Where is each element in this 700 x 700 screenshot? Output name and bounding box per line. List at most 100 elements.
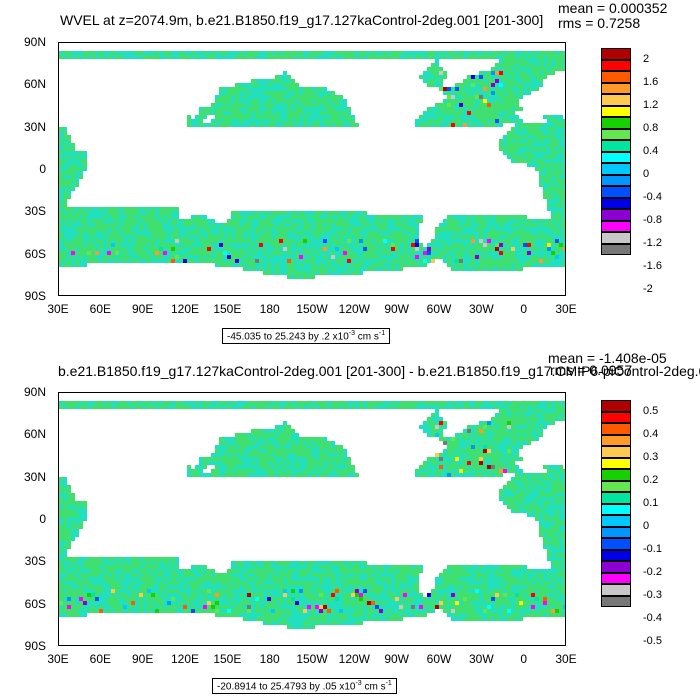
ocean-cell bbox=[379, 235, 383, 239]
ocean-cell bbox=[291, 617, 295, 621]
ocean-cell bbox=[499, 99, 503, 103]
ocean-cell bbox=[91, 239, 95, 243]
ocean-cell bbox=[315, 247, 319, 251]
ocean-cell bbox=[115, 243, 119, 247]
ocean-cell bbox=[319, 593, 323, 597]
ocean-cell bbox=[271, 95, 275, 99]
ocean-cell bbox=[263, 83, 267, 87]
ocean-cell bbox=[271, 585, 275, 589]
ocean-cell bbox=[307, 613, 311, 617]
ocean-cell bbox=[219, 239, 223, 243]
ocean-cell bbox=[203, 585, 207, 589]
ocean-cell bbox=[443, 239, 447, 243]
ocean-cell bbox=[255, 617, 259, 621]
ocean-cell bbox=[67, 147, 71, 151]
ocean-cell bbox=[419, 255, 423, 259]
ocean-cell bbox=[67, 139, 71, 143]
ocean-cell bbox=[379, 243, 383, 247]
ocean-cell bbox=[515, 99, 519, 103]
ocean-cell bbox=[111, 227, 115, 231]
ocean-cell bbox=[311, 239, 315, 243]
ocean-cell bbox=[539, 163, 543, 167]
ocean-cell bbox=[483, 99, 487, 103]
ocean-cell bbox=[511, 59, 515, 63]
ocean-cell bbox=[239, 461, 243, 465]
ocean-cell bbox=[351, 613, 355, 617]
ocean-cell bbox=[555, 243, 559, 247]
ocean-cell bbox=[67, 569, 71, 573]
ocean-cell bbox=[339, 55, 343, 59]
ocean-cell bbox=[299, 239, 303, 243]
ocean-cell bbox=[331, 255, 335, 259]
ocean-cell bbox=[551, 123, 555, 127]
ocean-cell bbox=[475, 51, 479, 55]
ocean-cell bbox=[199, 55, 203, 59]
ocean-cell bbox=[299, 115, 303, 119]
ocean-cell bbox=[519, 63, 523, 67]
ocean-cell bbox=[247, 111, 251, 115]
ocean-cell bbox=[75, 243, 79, 247]
ocean-cell bbox=[307, 581, 311, 585]
ocean-cell bbox=[327, 457, 331, 461]
ocean-cell bbox=[75, 517, 79, 521]
ocean-cell bbox=[379, 231, 383, 235]
ocean-cell bbox=[511, 215, 515, 219]
ocean-cell bbox=[327, 271, 331, 275]
ocean-cell bbox=[59, 569, 63, 573]
ocean-cell bbox=[283, 107, 287, 111]
ocean-cell bbox=[547, 119, 551, 123]
ocean-cell bbox=[463, 107, 467, 111]
ocean-cell bbox=[75, 597, 79, 601]
ocean-cell bbox=[123, 573, 127, 577]
ocean-cell bbox=[227, 597, 231, 601]
colorbar-swatch bbox=[601, 59, 631, 71]
ocean-cell bbox=[191, 401, 195, 405]
ocean-cell bbox=[471, 99, 475, 103]
ocean-cell bbox=[547, 147, 551, 151]
ocean-cell bbox=[351, 593, 355, 597]
ocean-cell bbox=[535, 59, 539, 63]
ocean-cell bbox=[87, 235, 91, 239]
ocean-cell bbox=[327, 573, 331, 577]
ocean-cell bbox=[351, 123, 355, 127]
ocean-cell bbox=[91, 231, 95, 235]
ocean-cell bbox=[207, 473, 211, 477]
colorbar-swatch bbox=[601, 163, 631, 175]
ocean-cell bbox=[59, 147, 63, 151]
ocean-cell bbox=[179, 597, 183, 601]
ocean-cell bbox=[379, 565, 383, 569]
ocean-cell bbox=[307, 437, 311, 441]
ocean-cell bbox=[107, 581, 111, 585]
ocean-cell bbox=[367, 227, 371, 231]
ocean-cell bbox=[95, 565, 99, 569]
ocean-cell bbox=[535, 159, 539, 163]
ocean-cell bbox=[455, 219, 459, 223]
ocean-cell bbox=[135, 577, 139, 581]
ocean-cell bbox=[143, 247, 147, 251]
ocean-cell bbox=[163, 251, 167, 255]
ocean-cell bbox=[211, 593, 215, 597]
ocean-cell bbox=[371, 243, 375, 247]
ocean-cell bbox=[255, 219, 259, 223]
ocean-cell bbox=[363, 601, 367, 605]
ocean-cell bbox=[535, 79, 539, 83]
ocean-cell bbox=[251, 219, 255, 223]
ocean-cell bbox=[279, 259, 283, 263]
ocean-cell bbox=[199, 111, 203, 115]
ocean-cell bbox=[335, 609, 339, 613]
ocean-cell bbox=[323, 617, 327, 621]
ocean-cell bbox=[143, 235, 147, 239]
ocean-cell bbox=[511, 263, 515, 267]
ocean-cell bbox=[403, 231, 407, 235]
ocean-cell bbox=[287, 593, 291, 597]
ocean-cell bbox=[67, 573, 71, 577]
ocean-cell bbox=[119, 247, 123, 251]
ocean-cell bbox=[331, 231, 335, 235]
ocean-cell bbox=[339, 469, 343, 473]
ocean-cell bbox=[227, 453, 231, 457]
ocean-cell bbox=[207, 585, 211, 589]
ocean-cell bbox=[159, 243, 163, 247]
ocean-cell bbox=[219, 585, 223, 589]
ocean-cell bbox=[271, 437, 275, 441]
ocean-cell bbox=[495, 231, 499, 235]
